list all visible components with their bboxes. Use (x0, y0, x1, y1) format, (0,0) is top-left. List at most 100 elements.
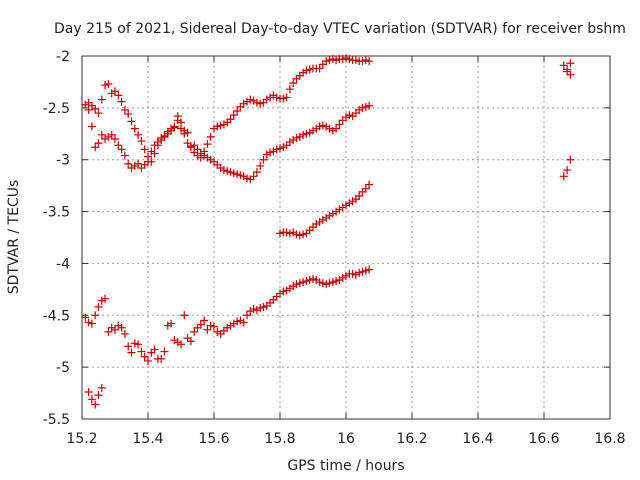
data-point-marker (348, 269, 357, 278)
data-point-marker (173, 112, 182, 121)
data-point-marker (127, 348, 136, 357)
data-point-marker (200, 316, 209, 325)
data-point-marker (137, 347, 146, 356)
data-point-marker (84, 388, 93, 397)
data-point-marker (87, 122, 96, 131)
data-point-marker (97, 130, 106, 139)
data-point-marker (94, 109, 103, 118)
data-point-marker (186, 337, 195, 346)
data-point-marker (104, 327, 113, 336)
data-point-marker (177, 118, 185, 127)
data-point-marker (97, 95, 106, 104)
data-point-marker (355, 192, 364, 201)
data-point-marker (358, 267, 367, 276)
data-point-marker (285, 85, 294, 94)
data-point-marker (144, 356, 152, 365)
chart-title: Day 215 of 2021, Sidereal Day-to-day VTE… (54, 21, 626, 37)
data-point-marker (210, 322, 218, 331)
x-tick-label: 15.4 (132, 431, 163, 447)
data-point-marker (190, 327, 199, 336)
data-point-marker (127, 117, 136, 126)
data-point-marker (206, 321, 215, 330)
data-point-marker (219, 166, 228, 175)
x-axis-label: GPS time / hours (287, 458, 404, 474)
data-point-marker (332, 124, 341, 133)
data-point-marker (328, 278, 337, 287)
data-point-marker (229, 111, 238, 120)
y-tick-label: -4 (56, 256, 70, 272)
data-point-marker (160, 131, 169, 140)
data-point-marker (365, 265, 374, 274)
y-axis-label: SDTVAR / TECUs (6, 180, 22, 295)
data-point-marker (345, 111, 354, 120)
data-point-marker (361, 102, 370, 111)
data-point-marker (272, 93, 281, 102)
data-point-marker (566, 155, 575, 164)
data-point-marker (196, 320, 205, 329)
data-point-marker (285, 229, 294, 238)
data-point-marker (120, 105, 129, 114)
data-point-marker (91, 311, 100, 320)
data-point-marker (239, 318, 248, 327)
data-point-marker (137, 137, 146, 146)
data-point-marker (229, 169, 238, 178)
data-point-marker (292, 133, 301, 142)
data-point-marker (256, 304, 265, 313)
data-point-marker (94, 302, 103, 311)
data-point-marker (130, 124, 139, 133)
data-point-marker (305, 65, 314, 74)
data-point-marker (243, 311, 251, 320)
data-point-marker (107, 130, 116, 139)
data-point-marker (213, 122, 222, 131)
data-point-marker (94, 139, 103, 148)
data-point-marker (266, 148, 275, 157)
data-point-marker (81, 313, 90, 322)
data-point-marker (236, 171, 245, 180)
data-point-marker (289, 78, 298, 87)
data-point-marker (170, 123, 179, 132)
data-point-marker (252, 168, 261, 177)
data-point-marker (299, 230, 308, 239)
data-point-marker (111, 325, 119, 334)
data-point-marker (361, 184, 370, 193)
data-point-marker (87, 395, 96, 404)
data-point-marker (233, 170, 242, 179)
data-point-marker (94, 391, 103, 400)
x-tick-label: 16.2 (396, 431, 427, 447)
data-point-marker (206, 132, 215, 141)
y-tick-label: -5 (56, 360, 70, 376)
data-point-marker (342, 54, 350, 63)
x-tick-label: 16.6 (528, 431, 559, 447)
y-tick-label: -3 (56, 153, 70, 169)
data-point-marker (87, 319, 96, 328)
data-point-marker (276, 229, 284, 238)
data-point-marker (120, 151, 129, 160)
data-point-marker (104, 80, 113, 89)
data-point-marker (315, 64, 324, 73)
data-point-marker (358, 103, 367, 112)
data-point-marker (153, 138, 162, 147)
data-point-marker (318, 121, 327, 130)
data-point-marker (101, 294, 110, 303)
data-point-marker (563, 166, 572, 175)
data-point-marker (361, 266, 370, 275)
data-point-marker (157, 354, 166, 363)
data-point-marker (124, 159, 133, 168)
data-point-marker (335, 120, 344, 129)
data-point-marker (186, 142, 195, 151)
data-point-marker (259, 155, 268, 164)
data-point-marker (193, 145, 202, 154)
data-point-marker (144, 157, 152, 166)
data-point-marker (190, 141, 199, 150)
data-point-marker (97, 383, 106, 392)
data-point-marker (355, 268, 364, 277)
x-tick-label: 15.6 (198, 431, 229, 447)
data-point-marker (295, 279, 304, 288)
data-point-marker (315, 278, 324, 287)
data-point-marker (322, 280, 331, 289)
data-point-marker (332, 277, 341, 286)
y-tick-label: -4.5 (43, 308, 70, 324)
data-point-marker (243, 174, 251, 183)
data-point-marker (559, 61, 568, 70)
